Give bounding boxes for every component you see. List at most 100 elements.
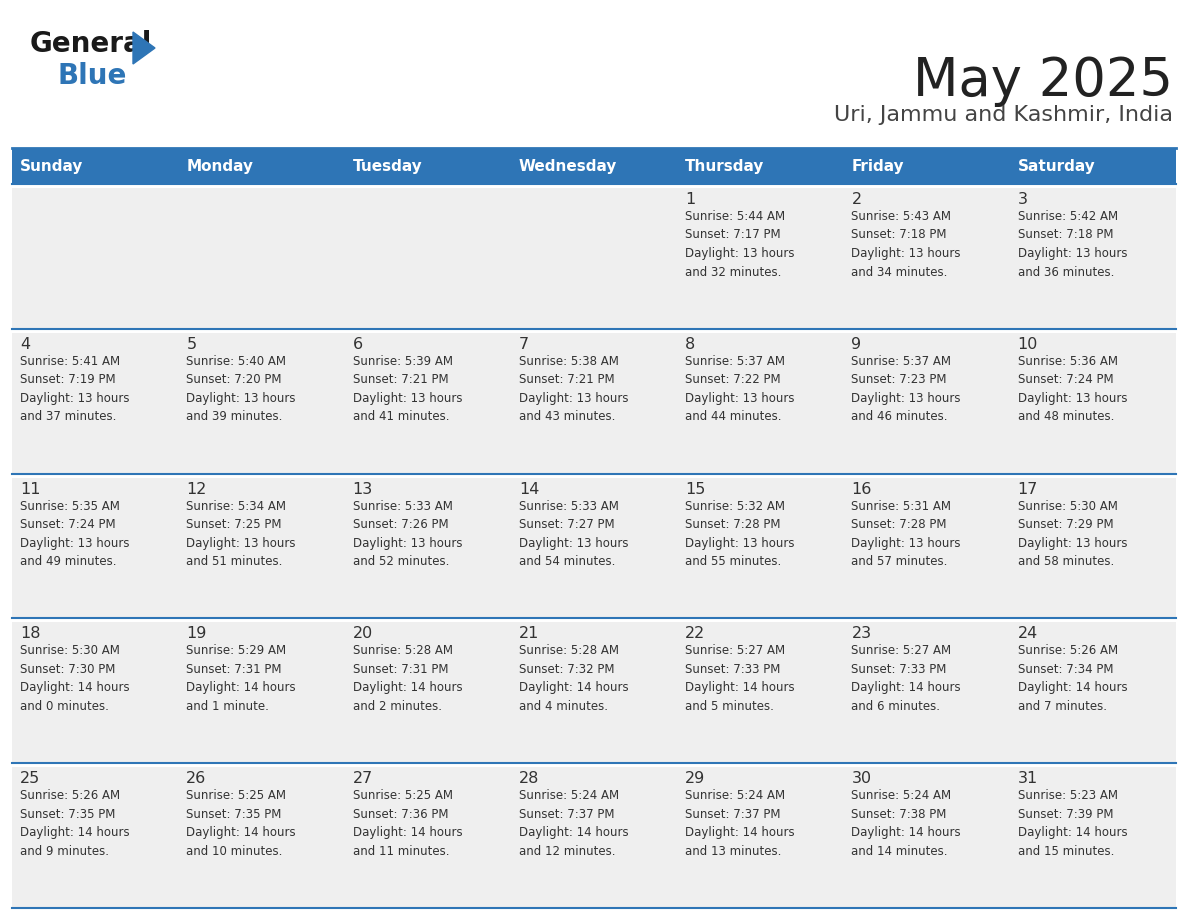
Bar xyxy=(178,763,345,908)
Bar xyxy=(511,474,677,619)
Bar xyxy=(843,184,1010,329)
Text: Sunrise: 5:26 AM
Sunset: 7:35 PM
Daylight: 14 hours
and 9 minutes.: Sunrise: 5:26 AM Sunset: 7:35 PM Dayligh… xyxy=(20,789,129,857)
Text: Monday: Monday xyxy=(187,159,253,174)
Text: Tuesday: Tuesday xyxy=(353,159,422,174)
Bar xyxy=(1010,148,1176,184)
Bar xyxy=(511,148,677,184)
Bar xyxy=(12,329,178,474)
Bar xyxy=(178,474,345,619)
Bar xyxy=(677,148,843,184)
Bar xyxy=(345,763,511,908)
Text: Sunrise: 5:30 AM
Sunset: 7:30 PM
Daylight: 14 hours
and 0 minutes.: Sunrise: 5:30 AM Sunset: 7:30 PM Dayligh… xyxy=(20,644,129,713)
Text: 14: 14 xyxy=(519,482,539,497)
Text: 15: 15 xyxy=(685,482,706,497)
Bar xyxy=(677,184,843,329)
Text: Sunrise: 5:35 AM
Sunset: 7:24 PM
Daylight: 13 hours
and 49 minutes.: Sunrise: 5:35 AM Sunset: 7:24 PM Dayligh… xyxy=(20,499,129,568)
Bar xyxy=(12,184,1176,188)
Text: Sunrise: 5:37 AM
Sunset: 7:22 PM
Daylight: 13 hours
and 44 minutes.: Sunrise: 5:37 AM Sunset: 7:22 PM Dayligh… xyxy=(685,354,795,423)
Bar xyxy=(345,619,511,763)
Text: Friday: Friday xyxy=(852,159,904,174)
Text: 12: 12 xyxy=(187,482,207,497)
Text: 30: 30 xyxy=(852,771,872,786)
Bar xyxy=(12,619,178,763)
Text: 10: 10 xyxy=(1018,337,1038,352)
Text: 23: 23 xyxy=(852,626,872,642)
Text: Wednesday: Wednesday xyxy=(519,159,618,174)
Text: Sunrise: 5:41 AM
Sunset: 7:19 PM
Daylight: 13 hours
and 37 minutes.: Sunrise: 5:41 AM Sunset: 7:19 PM Dayligh… xyxy=(20,354,129,423)
Bar xyxy=(12,474,1176,477)
Bar xyxy=(843,763,1010,908)
Text: 2: 2 xyxy=(852,192,861,207)
Text: 1: 1 xyxy=(685,192,695,207)
Bar xyxy=(12,184,178,329)
Bar xyxy=(511,619,677,763)
Bar xyxy=(12,329,1176,333)
Bar xyxy=(1010,329,1176,474)
Bar xyxy=(12,474,178,619)
Text: Sunrise: 5:33 AM
Sunset: 7:27 PM
Daylight: 13 hours
and 54 minutes.: Sunrise: 5:33 AM Sunset: 7:27 PM Dayligh… xyxy=(519,499,628,568)
Text: 4: 4 xyxy=(20,337,30,352)
Bar xyxy=(178,184,345,329)
Text: Sunrise: 5:28 AM
Sunset: 7:31 PM
Daylight: 14 hours
and 2 minutes.: Sunrise: 5:28 AM Sunset: 7:31 PM Dayligh… xyxy=(353,644,462,713)
Text: Sunrise: 5:40 AM
Sunset: 7:20 PM
Daylight: 13 hours
and 39 minutes.: Sunrise: 5:40 AM Sunset: 7:20 PM Dayligh… xyxy=(187,354,296,423)
Text: Sunrise: 5:27 AM
Sunset: 7:33 PM
Daylight: 14 hours
and 5 minutes.: Sunrise: 5:27 AM Sunset: 7:33 PM Dayligh… xyxy=(685,644,795,713)
Text: Sunrise: 5:32 AM
Sunset: 7:28 PM
Daylight: 13 hours
and 55 minutes.: Sunrise: 5:32 AM Sunset: 7:28 PM Dayligh… xyxy=(685,499,795,568)
Bar xyxy=(511,763,677,908)
Text: 8: 8 xyxy=(685,337,695,352)
Text: Uri, Jammu and Kashmir, India: Uri, Jammu and Kashmir, India xyxy=(834,105,1173,125)
Text: Sunrise: 5:37 AM
Sunset: 7:23 PM
Daylight: 13 hours
and 46 minutes.: Sunrise: 5:37 AM Sunset: 7:23 PM Dayligh… xyxy=(852,354,961,423)
Text: 27: 27 xyxy=(353,771,373,786)
Bar xyxy=(1010,763,1176,908)
Bar xyxy=(511,184,677,329)
Bar xyxy=(345,184,511,329)
Text: Sunrise: 5:43 AM
Sunset: 7:18 PM
Daylight: 13 hours
and 34 minutes.: Sunrise: 5:43 AM Sunset: 7:18 PM Dayligh… xyxy=(852,210,961,278)
Text: 20: 20 xyxy=(353,626,373,642)
Text: Sunrise: 5:24 AM
Sunset: 7:37 PM
Daylight: 14 hours
and 13 minutes.: Sunrise: 5:24 AM Sunset: 7:37 PM Dayligh… xyxy=(685,789,795,857)
Bar xyxy=(345,329,511,474)
Text: 18: 18 xyxy=(20,626,40,642)
Bar xyxy=(843,474,1010,619)
Text: 5: 5 xyxy=(187,337,196,352)
Text: Sunrise: 5:31 AM
Sunset: 7:28 PM
Daylight: 13 hours
and 57 minutes.: Sunrise: 5:31 AM Sunset: 7:28 PM Dayligh… xyxy=(852,499,961,568)
Text: Sunrise: 5:44 AM
Sunset: 7:17 PM
Daylight: 13 hours
and 32 minutes.: Sunrise: 5:44 AM Sunset: 7:17 PM Dayligh… xyxy=(685,210,795,278)
Text: 21: 21 xyxy=(519,626,539,642)
Text: 16: 16 xyxy=(852,482,872,497)
Text: 11: 11 xyxy=(20,482,40,497)
Text: Saturday: Saturday xyxy=(1018,159,1095,174)
Text: Sunrise: 5:25 AM
Sunset: 7:35 PM
Daylight: 14 hours
and 10 minutes.: Sunrise: 5:25 AM Sunset: 7:35 PM Dayligh… xyxy=(187,789,296,857)
Bar xyxy=(1010,619,1176,763)
Text: Sunrise: 5:24 AM
Sunset: 7:38 PM
Daylight: 14 hours
and 14 minutes.: Sunrise: 5:24 AM Sunset: 7:38 PM Dayligh… xyxy=(852,789,961,857)
Text: May 2025: May 2025 xyxy=(914,55,1173,107)
Text: Sunrise: 5:24 AM
Sunset: 7:37 PM
Daylight: 14 hours
and 12 minutes.: Sunrise: 5:24 AM Sunset: 7:37 PM Dayligh… xyxy=(519,789,628,857)
Bar xyxy=(12,763,1176,767)
Text: Sunrise: 5:42 AM
Sunset: 7:18 PM
Daylight: 13 hours
and 36 minutes.: Sunrise: 5:42 AM Sunset: 7:18 PM Dayligh… xyxy=(1018,210,1127,278)
Text: Sunday: Sunday xyxy=(20,159,83,174)
Text: 25: 25 xyxy=(20,771,40,786)
Bar xyxy=(677,763,843,908)
Text: Sunrise: 5:23 AM
Sunset: 7:39 PM
Daylight: 14 hours
and 15 minutes.: Sunrise: 5:23 AM Sunset: 7:39 PM Dayligh… xyxy=(1018,789,1127,857)
Text: Blue: Blue xyxy=(57,62,126,90)
Bar xyxy=(843,619,1010,763)
Text: Sunrise: 5:34 AM
Sunset: 7:25 PM
Daylight: 13 hours
and 51 minutes.: Sunrise: 5:34 AM Sunset: 7:25 PM Dayligh… xyxy=(187,499,296,568)
Text: Sunrise: 5:39 AM
Sunset: 7:21 PM
Daylight: 13 hours
and 41 minutes.: Sunrise: 5:39 AM Sunset: 7:21 PM Dayligh… xyxy=(353,354,462,423)
Text: 19: 19 xyxy=(187,626,207,642)
Text: Sunrise: 5:38 AM
Sunset: 7:21 PM
Daylight: 13 hours
and 43 minutes.: Sunrise: 5:38 AM Sunset: 7:21 PM Dayligh… xyxy=(519,354,628,423)
Bar xyxy=(677,619,843,763)
Bar xyxy=(1010,474,1176,619)
Text: Sunrise: 5:26 AM
Sunset: 7:34 PM
Daylight: 14 hours
and 7 minutes.: Sunrise: 5:26 AM Sunset: 7:34 PM Dayligh… xyxy=(1018,644,1127,713)
Text: Sunrise: 5:36 AM
Sunset: 7:24 PM
Daylight: 13 hours
and 48 minutes.: Sunrise: 5:36 AM Sunset: 7:24 PM Dayligh… xyxy=(1018,354,1127,423)
Text: General: General xyxy=(30,30,152,58)
Bar xyxy=(677,474,843,619)
Bar xyxy=(345,148,511,184)
Text: 6: 6 xyxy=(353,337,362,352)
Text: 26: 26 xyxy=(187,771,207,786)
Bar xyxy=(12,619,1176,622)
Text: 31: 31 xyxy=(1018,771,1038,786)
Text: 3: 3 xyxy=(1018,192,1028,207)
Bar xyxy=(345,474,511,619)
Text: 13: 13 xyxy=(353,482,373,497)
Bar xyxy=(843,329,1010,474)
Polygon shape xyxy=(133,32,154,64)
Bar xyxy=(178,148,345,184)
Text: Sunrise: 5:27 AM
Sunset: 7:33 PM
Daylight: 14 hours
and 6 minutes.: Sunrise: 5:27 AM Sunset: 7:33 PM Dayligh… xyxy=(852,644,961,713)
